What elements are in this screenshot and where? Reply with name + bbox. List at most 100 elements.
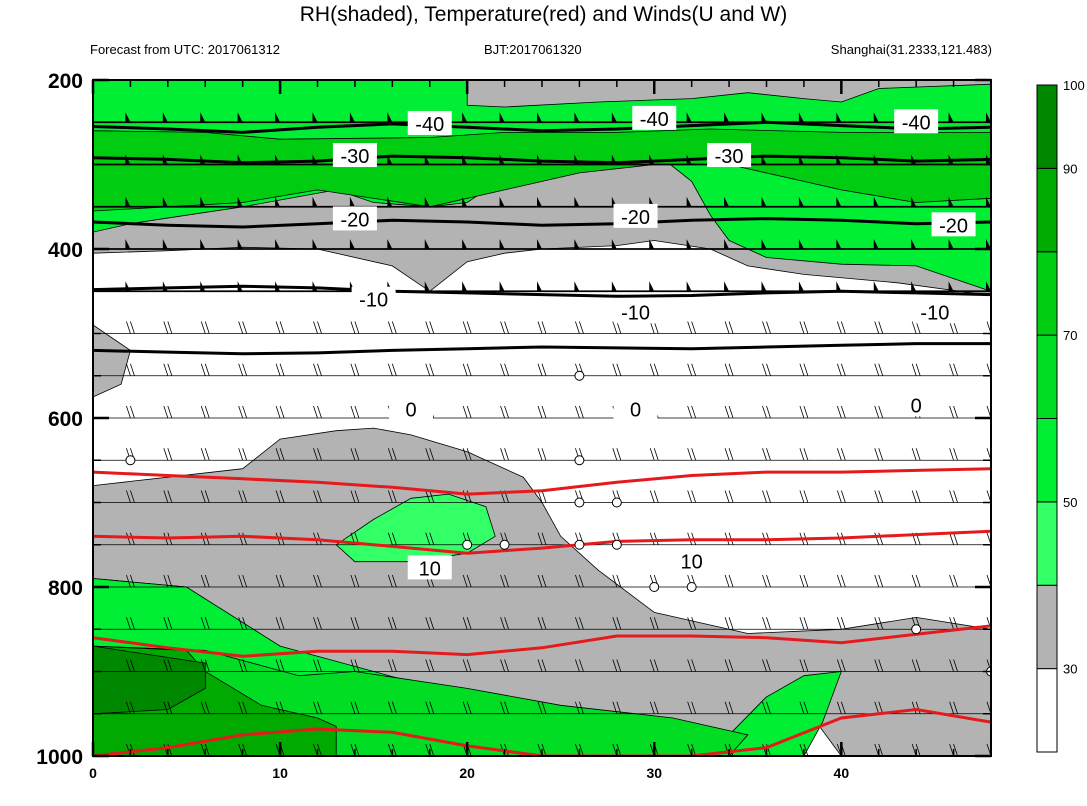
wind-barb-tick	[724, 701, 730, 714]
wind-barb-flag	[349, 196, 355, 207]
wind-barb-tick	[878, 617, 884, 630]
wind-barb-tick	[911, 363, 917, 376]
wind-barb-flag	[200, 112, 206, 123]
wind-barb-tick	[275, 617, 281, 630]
wind-barb-tick	[541, 363, 547, 376]
rh-region-low-darkest	[93, 645, 206, 715]
temperature-label-box	[632, 105, 677, 130]
wind-barb-tick	[878, 701, 884, 714]
wind-barb-tick	[799, 448, 805, 461]
temperature-label: -10	[621, 302, 650, 324]
wind-barb-tick	[724, 363, 730, 376]
wind-barb-tick	[691, 405, 697, 419]
red-temperature-contour	[93, 529, 991, 555]
wind-barb-tick	[462, 574, 468, 588]
wind-barb-flag	[649, 70, 654, 80]
wind-barb-tick	[579, 321, 584, 334]
wind-barb-flag	[125, 196, 131, 207]
wind-barb-tick	[425, 448, 431, 461]
rh-region-upper-dark	[93, 128, 991, 212]
wind-barb-tick	[953, 532, 958, 545]
wind-barb-flag	[162, 196, 168, 207]
wind-barb-flag	[611, 239, 617, 249]
temperature-label: 0	[630, 400, 641, 422]
wind-barb-tick	[167, 574, 173, 588]
wind-barb-tick	[949, 659, 954, 672]
wind-barb-tick	[200, 617, 206, 630]
wind-barb-tick	[462, 448, 468, 461]
wind-barb-tick	[462, 363, 468, 376]
wind-barb-tick	[242, 743, 248, 756]
temperature-label-box	[669, 548, 714, 573]
temperature-label: -10	[920, 302, 949, 324]
wind-barb-tick	[616, 574, 622, 588]
temperature-label-box	[613, 396, 658, 421]
wind-barb-flag	[911, 196, 917, 207]
wind-barb-tick	[242, 701, 248, 714]
temperature-label-box	[894, 109, 939, 134]
wind-barb-tick	[279, 617, 285, 630]
wind-barb-tick	[766, 490, 771, 503]
wind-barb-tick	[612, 363, 618, 376]
temperature-label: -20	[621, 207, 650, 229]
wind-barb-tick	[167, 617, 173, 630]
wind-barb-tick	[874, 448, 880, 461]
wind-barb-tick	[575, 659, 580, 672]
wind-barb-tick	[915, 321, 921, 334]
wind-barb-tick	[313, 701, 318, 714]
wind-barb-flag	[462, 112, 468, 123]
wind-barb-tick	[762, 321, 767, 334]
wind-barb-flag	[200, 196, 206, 207]
wind-barb-tick	[317, 617, 322, 630]
wind-barb-flag	[537, 112, 542, 123]
red-temperature-contour	[93, 624, 991, 658]
wind-barb-tick	[653, 617, 659, 630]
wind-barb-tick	[204, 321, 210, 334]
wind-barb-tick	[313, 321, 318, 334]
wind-barb-tick	[387, 701, 393, 714]
wind-barb-tick	[911, 574, 917, 588]
wind-barb-tick	[687, 659, 693, 672]
colorbar: 30 50 70 90 100	[1036, 78, 1085, 753]
calm-wind-marker	[462, 539, 473, 550]
temperature-contours-black	[93, 120, 991, 356]
wind-barb-tick	[878, 405, 884, 419]
temperature-label-box	[931, 212, 976, 237]
wind-barb-flag	[200, 70, 205, 80]
wind-barb-tick	[504, 574, 509, 588]
temperature-label: 10	[419, 558, 441, 580]
y-tick-label: 200	[48, 70, 83, 93]
wind-barb-tick	[126, 617, 131, 630]
wind-barb-tick	[313, 448, 318, 461]
wind-barb-tick	[429, 743, 435, 756]
black-temperature-contour	[93, 284, 991, 298]
wind-barb-flag	[237, 196, 243, 207]
wind-barb-tick	[575, 321, 580, 334]
wind-barb-flag	[761, 239, 767, 249]
wind-barb-flag	[762, 70, 767, 80]
wind-barb-tick	[766, 617, 771, 630]
wind-barb-tick	[575, 574, 580, 588]
wind-barb-tick	[766, 321, 771, 334]
wind-barb-flag	[312, 239, 318, 249]
calm-wind-marker	[499, 539, 510, 550]
wind-barb-flag	[574, 281, 580, 292]
temperature-label: -40	[902, 112, 931, 134]
wind-barb-tick	[425, 532, 431, 545]
wind-barb-tick	[354, 743, 360, 756]
wind-barb-flag	[275, 70, 280, 80]
wind-barb-flag	[349, 239, 355, 249]
wind-barb-flag	[948, 196, 954, 207]
wind-barb-tick	[313, 405, 318, 419]
wind-barb-tick	[953, 574, 958, 588]
wind-barb-tick	[949, 617, 954, 630]
colorbar-label: 50	[1063, 495, 1077, 510]
wind-barb-tick	[537, 490, 543, 503]
wind-barb-tick	[462, 617, 468, 630]
wind-barb-tick	[878, 743, 884, 756]
wind-barb-tick	[279, 448, 285, 461]
colorbar-label: 90	[1063, 161, 1077, 176]
wind-barb-tick	[462, 659, 468, 672]
calm-wind-marker	[911, 624, 922, 635]
